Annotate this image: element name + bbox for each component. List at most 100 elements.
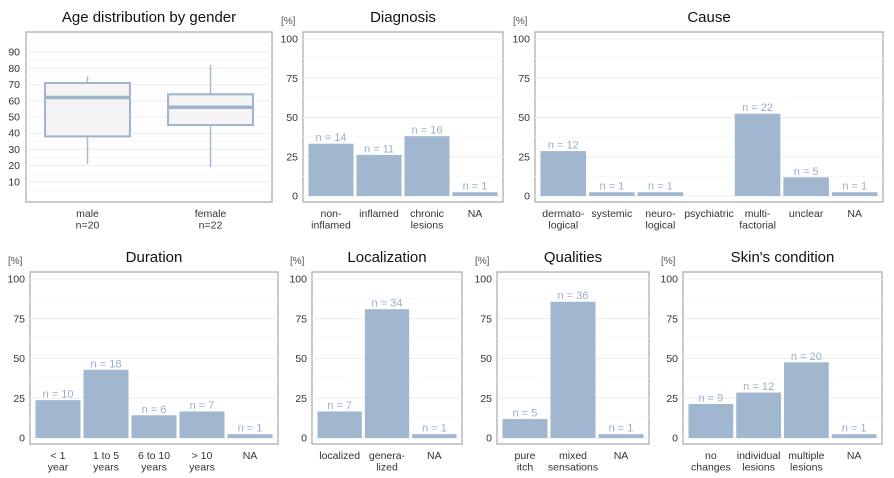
x-tick-label: localized [319,450,360,462]
panel-title: Skin's condition [731,249,835,266]
y-tick-label: 25 [480,393,492,405]
y-tick-label: 100 [660,274,678,286]
x-tick-label: pure itch [514,450,535,474]
y-tick-label: 75 [518,73,530,85]
panel-4: Duration [%] 0 25 50 75 100 n = 10 < 1 year n = 18… [7,249,279,474]
x-tick-label: NA [427,450,442,462]
x-tick-label: NA [847,208,862,220]
y-tick-label: 10 [8,176,20,188]
x-tick-label: individual lesions [737,450,781,474]
y-tick-label: 50 [295,353,307,365]
bar [179,411,225,438]
y-tick-label: 50 [518,112,530,124]
bar [598,434,644,438]
y-tick-label: 50 [666,353,678,365]
y-tick-label: 30 [8,144,20,156]
bar [637,192,684,196]
box-body [167,93,254,127]
bar [736,392,781,438]
bar [783,177,829,196]
bar [35,400,81,438]
y-tick-label: 100 [474,274,492,286]
bar [412,434,457,438]
y-tick-label: 0 [672,433,678,445]
y-axis-label: [%] [281,16,296,27]
bar-count-label: n = 10 [43,389,74,401]
bar [734,113,781,196]
bar-count-label: n = 5 [794,166,819,178]
y-tick-label: 60 [8,95,20,107]
panel-title: Qualities [544,249,602,266]
y-axis-label: [%] [513,16,528,27]
x-tick-label: systemic [591,208,632,220]
panel-title: Cause [687,9,730,26]
bar-count-label: n = 1 [422,423,447,435]
bar [831,192,878,196]
bar-count-label: n = 1 [842,423,867,435]
bar [356,154,402,196]
y-tick-label: 50 [286,112,298,124]
bar [131,415,177,438]
y-tick-label: 50 [13,353,25,365]
bar-count-label: n = 34 [372,298,403,310]
bar-count-label: n = 36 [558,290,589,302]
y-tick-label: 0 [301,433,307,445]
bar-count-label: n = 1 [463,181,488,193]
bar-count-label: n = 16 [412,125,443,137]
x-tick-label: NA [243,450,258,462]
x-tick-label: NA [468,208,483,220]
bar [831,434,877,438]
bar-count-label: n = 1 [648,181,673,193]
box-body [44,81,131,138]
bar-count-label: n = 18 [91,358,122,370]
bar-count-label: n = 7 [327,400,352,412]
x-tick-label: NA [847,450,862,462]
y-tick-label: 75 [295,313,307,325]
bar-count-label: n = 22 [742,102,773,114]
bar-count-label: n = 7 [190,400,215,412]
y-axis-label: [%] [661,256,676,267]
x-tick-label: 6 to 10 years [138,450,170,474]
x-tick-label: non-inflamed [311,208,351,232]
y-tick-label: 75 [480,313,492,325]
y-axis-label: [%] [8,256,23,267]
y-tick-label: 25 [13,393,25,405]
panel-5: Localization [%] 0 25 50 75 100 n = 7 localized n… [289,249,463,474]
x-tick-label: genera-lized [369,450,406,474]
x-tick-label: neuro-logical [645,208,676,232]
y-tick-label: 25 [666,393,678,405]
panel-title: Duration [126,249,183,266]
panel-title: Localization [347,249,426,266]
y-tick-label: 75 [666,313,678,325]
y-tick-label: 50 [8,112,20,124]
x-tick-label: unclear [789,208,824,220]
y-tick-label: 25 [295,393,307,405]
bar [452,192,498,196]
x-tick-label: mixed sensations [548,450,598,474]
y-tick-label: 100 [289,274,307,286]
bar-count-label: n = 12 [548,140,579,152]
bar [540,151,587,196]
y-tick-label: 25 [286,151,298,163]
x-tick-label: chronic lesions [410,208,444,232]
y-tick-label: 100 [512,34,530,46]
bar [550,301,596,438]
panel-2: Diagnosis [%] 0 25 50 75 100 n = 14 non-inflamed… [280,9,504,232]
bar [502,419,548,438]
bar-count-label: n = 5 [513,408,538,420]
x-tick-label: NA [614,450,629,462]
bar [364,309,410,438]
x-tick-label: male n=20 [76,208,100,232]
bar-count-label: n = 6 [142,404,167,416]
bar-count-label: n = 1 [609,423,634,435]
y-tick-label: 0 [292,191,298,203]
bar-count-label: n = 9 [698,392,723,404]
panel-7: Skin's condition [%] 0 25 50 75 100 n = 9 no chan… [660,249,883,474]
panel-1: Age distribution by gender 10 20 30 40 50 60 70… [8,9,273,232]
bar [589,192,635,196]
bar-count-label: n = 11 [364,143,394,155]
y-tick-label: 40 [8,128,20,140]
x-tick-label: dermato-logical [542,208,585,232]
x-tick-label: inflamed [359,208,399,220]
y-axis-label: [%] [475,256,490,267]
